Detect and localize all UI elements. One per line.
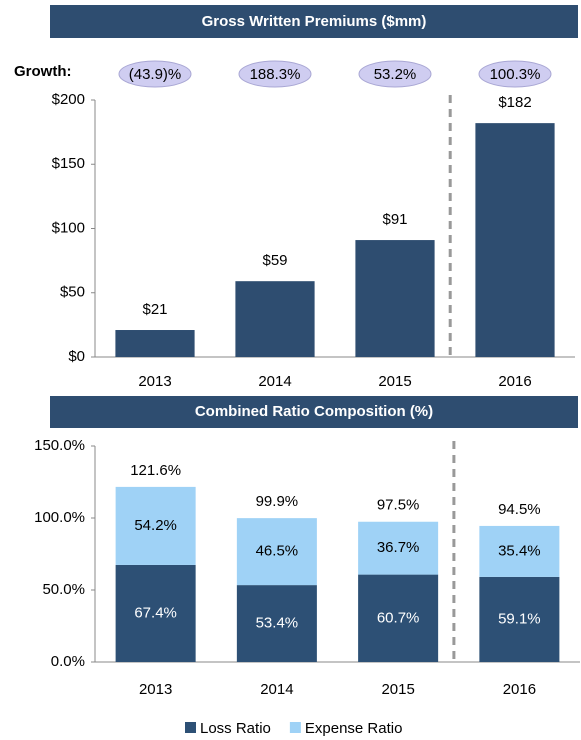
y-tick-label: $100 — [52, 219, 85, 236]
y-tick-label: $200 — [52, 91, 85, 108]
bar-segment — [236, 518, 317, 586]
segment-label: 35.4% — [498, 542, 541, 559]
value-label: $182 — [498, 94, 531, 111]
total-label: 99.9% — [256, 493, 299, 510]
bar-segment — [358, 574, 439, 662]
bar-segment — [115, 486, 196, 565]
value-label: $91 — [382, 211, 407, 228]
y-tick-label: $150 — [52, 155, 85, 172]
y-tick-label: 0.0% — [51, 653, 85, 670]
growth-value: 188.3% — [250, 66, 301, 83]
segment-label: 46.5% — [256, 543, 299, 560]
bar — [475, 123, 555, 357]
segment-label: 67.4% — [134, 604, 177, 621]
x-tick-label: 2016 — [498, 373, 531, 390]
x-tick-label: 2016 — [503, 681, 536, 698]
x-tick-label: 2015 — [378, 373, 411, 390]
bar-segment — [479, 576, 560, 662]
legend-label: Loss Ratio — [200, 720, 271, 737]
growth-value: 100.3% — [490, 66, 541, 83]
growth-badge — [118, 60, 192, 88]
bar-segment — [115, 564, 196, 662]
growth-badge — [238, 60, 312, 88]
value-label: $21 — [142, 301, 167, 318]
x-tick-label: 2015 — [381, 681, 414, 698]
growth-badge — [478, 60, 552, 88]
y-tick-label: $0 — [68, 348, 85, 365]
header-bar — [50, 396, 578, 428]
segment-label: 60.7% — [377, 609, 420, 626]
bar — [355, 240, 435, 357]
total-label: 94.5% — [498, 501, 541, 518]
growth-value: 53.2% — [374, 66, 417, 83]
x-tick-label: 2014 — [258, 373, 291, 390]
chart-title: Combined Ratio Composition (%) — [195, 403, 433, 420]
segment-label: 53.4% — [256, 615, 299, 632]
growth-value: (43.9)% — [129, 66, 182, 83]
bar-segment — [358, 521, 439, 575]
segment-label: 36.7% — [377, 539, 420, 556]
total-label: 97.5% — [377, 497, 420, 514]
header-bar — [50, 5, 578, 38]
segment-label: 59.1% — [498, 610, 541, 627]
chart-title: Gross Written Premiums ($mm) — [202, 13, 427, 30]
legend-swatch — [289, 722, 301, 733]
segment-label: 54.2% — [134, 517, 177, 534]
bar-segment — [236, 585, 317, 662]
legend-swatch — [185, 722, 196, 733]
y-tick-label: $50 — [60, 284, 85, 301]
y-tick-label: 150.0% — [34, 437, 85, 454]
x-tick-label: 2013 — [139, 681, 172, 698]
x-tick-label: 2013 — [138, 373, 171, 390]
x-tick-label: 2014 — [260, 681, 293, 698]
bar — [235, 281, 315, 357]
total-label: 121.6% — [130, 462, 181, 479]
bar-segment — [479, 525, 560, 577]
y-tick-label: 50.0% — [42, 581, 85, 598]
growth-badge — [358, 60, 432, 88]
bar — [115, 330, 195, 357]
y-tick-label: 100.0% — [34, 509, 85, 526]
legend-label: Expense Ratio — [305, 720, 403, 737]
value-label: $59 — [262, 252, 287, 269]
growth-label: Growth: — [14, 63, 72, 80]
